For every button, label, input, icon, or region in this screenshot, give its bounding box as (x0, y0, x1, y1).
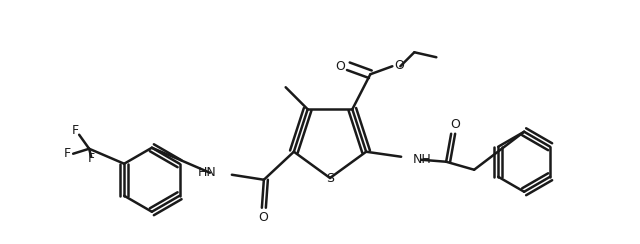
Text: NH: NH (413, 153, 432, 166)
Text: O: O (394, 59, 404, 72)
Text: F: F (63, 147, 70, 160)
Text: HN: HN (198, 166, 217, 179)
Text: O: O (258, 211, 268, 224)
Text: O: O (335, 60, 345, 73)
Text: S: S (326, 172, 334, 184)
Text: F: F (88, 152, 95, 165)
Text: O: O (450, 118, 460, 131)
Text: F: F (72, 124, 79, 137)
